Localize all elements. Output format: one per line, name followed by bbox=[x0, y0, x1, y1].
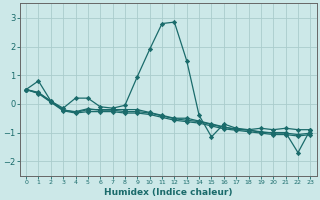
X-axis label: Humidex (Indice chaleur): Humidex (Indice chaleur) bbox=[104, 188, 232, 197]
